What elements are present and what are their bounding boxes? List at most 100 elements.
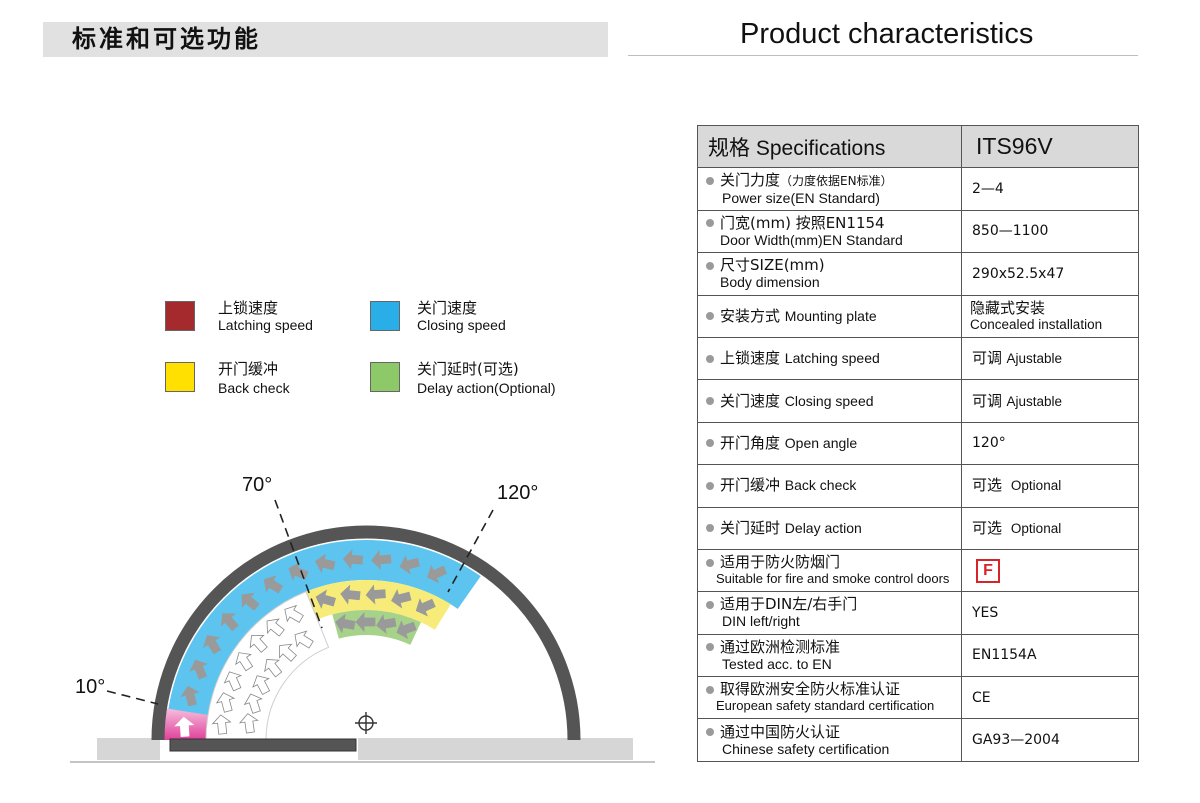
legend-label-en: Latching speed (218, 317, 313, 333)
direction-arrow-icon (294, 630, 314, 649)
angle-line-70 (274, 499, 323, 629)
bullet-icon (706, 354, 714, 363)
row-label-en: Latching speed (784, 350, 880, 367)
table-row: 尺寸SIZE(mm) Body dimension 290x52.5x47 (697, 252, 1139, 296)
legend-swatch-delay (370, 362, 400, 392)
table-row: 关门延时 Delay action 可选 Optional (697, 506, 1139, 550)
legend-swatch-closing (370, 301, 400, 331)
angle-label-70: 70° (242, 474, 272, 496)
table-row: 开门角度 Open angle 120° (697, 421, 1139, 466)
direction-arrow-icon (371, 549, 392, 570)
row-label-en: Body dimension (720, 274, 820, 291)
row-label-en: Door Width(mm)EN Standard (720, 231, 903, 248)
row-label-cn: 尺寸SIZE(mm) (720, 256, 825, 275)
table-row: 关门力度（力度依据EN标准） Power size(EN Standard) 2… (697, 167, 1139, 211)
row-value-en: Ajustable (1006, 393, 1063, 409)
row-label-en: Chinese safety certification (722, 740, 890, 757)
row-label-cn: 上锁速度 (720, 349, 781, 368)
row-value-cn: 隐藏式安装 (970, 298, 1046, 317)
row-label-note: （力度依据EN标准） (780, 174, 893, 189)
arrow-group (174, 549, 448, 737)
bullet-icon (706, 558, 714, 567)
row-label-cn: 适用于防火防烟门 (720, 553, 841, 572)
pivot-icon (355, 712, 377, 734)
row-label-cn: 适用于DIN左/右手门 (720, 595, 858, 614)
row-label-en: Mounting plate (784, 307, 877, 324)
table-row: 适用于DIN左/右手门 DIN left/right YES (697, 591, 1139, 635)
table-row: 适用于防火防烟门 Suitable for fire and smoke con… (697, 548, 1139, 593)
delay-action-zone (332, 610, 421, 645)
legend-label-en: Closing speed (417, 317, 506, 333)
bullet-icon (706, 643, 714, 652)
direction-arrow-icon (264, 659, 283, 678)
row-value-cn: 可选 (972, 518, 1003, 537)
direction-arrow-icon (215, 692, 236, 713)
row-value: 850—1100 (961, 209, 1139, 254)
legend-label-en: Delay action(Optional) (417, 380, 556, 396)
table-row: 关门速度 Closing speed 可调 Ajustable (697, 379, 1139, 423)
row-label-en: Suitable for fire and smoke control door… (716, 571, 950, 587)
row-value: 2—4 (961, 167, 1139, 211)
legend-label-en: Back check (218, 380, 290, 396)
direction-arrow-icon (249, 635, 268, 653)
legend-swatch-backcheck (165, 362, 195, 392)
table-header-right: ITS96V (961, 124, 1139, 169)
row-label-cn: 安装方式 (720, 306, 781, 325)
bullet-icon (706, 481, 714, 490)
row-value: GA93—2004 (961, 718, 1139, 762)
door-frame-arc (151, 525, 581, 741)
row-value: 290x52.5x47 (961, 252, 1139, 296)
direction-arrow-icon (427, 564, 448, 584)
direction-arrow-icon (391, 588, 412, 609)
row-label-cn: 门宽(mm) 按照EN1154 (720, 213, 885, 232)
direction-arrow-icon (399, 555, 420, 575)
direction-arrow-icon (235, 652, 254, 672)
row-value-en: Optional (1010, 520, 1062, 536)
row-label-en: Back check (784, 477, 857, 494)
table-row: 取得欧洲安全防火标准认证 European safety standard ce… (697, 676, 1139, 720)
direction-arrow-icon (263, 575, 284, 594)
row-value: EN1154A (961, 633, 1139, 678)
table-row: 安装方式 Mounting plate 隐藏式安装 Concealed inst… (697, 294, 1139, 338)
legend-label-cn: 开门缓冲 (218, 360, 279, 378)
table-header-left: 规格 Specifications (697, 124, 962, 169)
direction-arrow-icon (376, 614, 397, 634)
bullet-icon (706, 439, 714, 448)
bullet-icon (706, 219, 714, 228)
bullet-icon (706, 176, 714, 185)
title-divider (628, 55, 1138, 56)
legend-label-cn: 关门延时(可选) (417, 360, 519, 378)
row-label-cn: 关门力度 (720, 171, 781, 190)
table-row: 上锁速度 Latching speed 可调 Ajustable (697, 336, 1139, 381)
table-header-row: 规格 Specifications ITS96V (697, 124, 1139, 169)
row-label-en: Power size(EN Standard) (722, 190, 880, 207)
row-label-cn: 取得欧洲安全防火标准认证 (720, 680, 901, 699)
direction-arrow-icon (189, 659, 209, 680)
page-title-en: Product characteristics (740, 18, 1034, 50)
legend-swatch-latching (165, 301, 195, 331)
table-row: 通过中国防火认证 Chinese safety certification GA… (697, 718, 1139, 762)
door-swing-diagram: 10° 70° 120° (70, 474, 655, 763)
row-label-en: Delay action (784, 519, 862, 536)
direction-arrow-icon (223, 671, 243, 692)
direction-arrow-icon (355, 611, 376, 633)
row-label-cn: 关门延时 (720, 518, 781, 537)
row-label-en: Tested acc. to EN (722, 655, 832, 672)
row-label-cn: 通过欧洲检测标准 (720, 637, 841, 656)
direction-arrow-icon (180, 685, 200, 707)
table-row: 通过欧洲检测标准 Tested acc. to EN EN1154A (697, 633, 1139, 678)
row-value: CE (961, 676, 1139, 720)
spec-table: 规格 Specifications ITS96V 关门力度（力度依据EN标准） … (697, 124, 1139, 762)
floor-left (97, 738, 160, 760)
row-value-cn: 可调 (972, 349, 1003, 368)
title-bar-left (43, 22, 608, 57)
closing-speed-zone (167, 540, 481, 718)
angle-line-120 (447, 509, 494, 593)
row-label-en: European safety standard certification (716, 698, 935, 714)
row-label-cn: 开门缓冲 (720, 476, 781, 495)
row-label-cn: 通过中国防火认证 (720, 722, 841, 741)
row-value-en: Ajustable (1006, 351, 1063, 367)
bullet-icon (706, 261, 714, 270)
direction-arrow-icon (342, 549, 364, 570)
angle-label-10: 10° (75, 676, 105, 698)
